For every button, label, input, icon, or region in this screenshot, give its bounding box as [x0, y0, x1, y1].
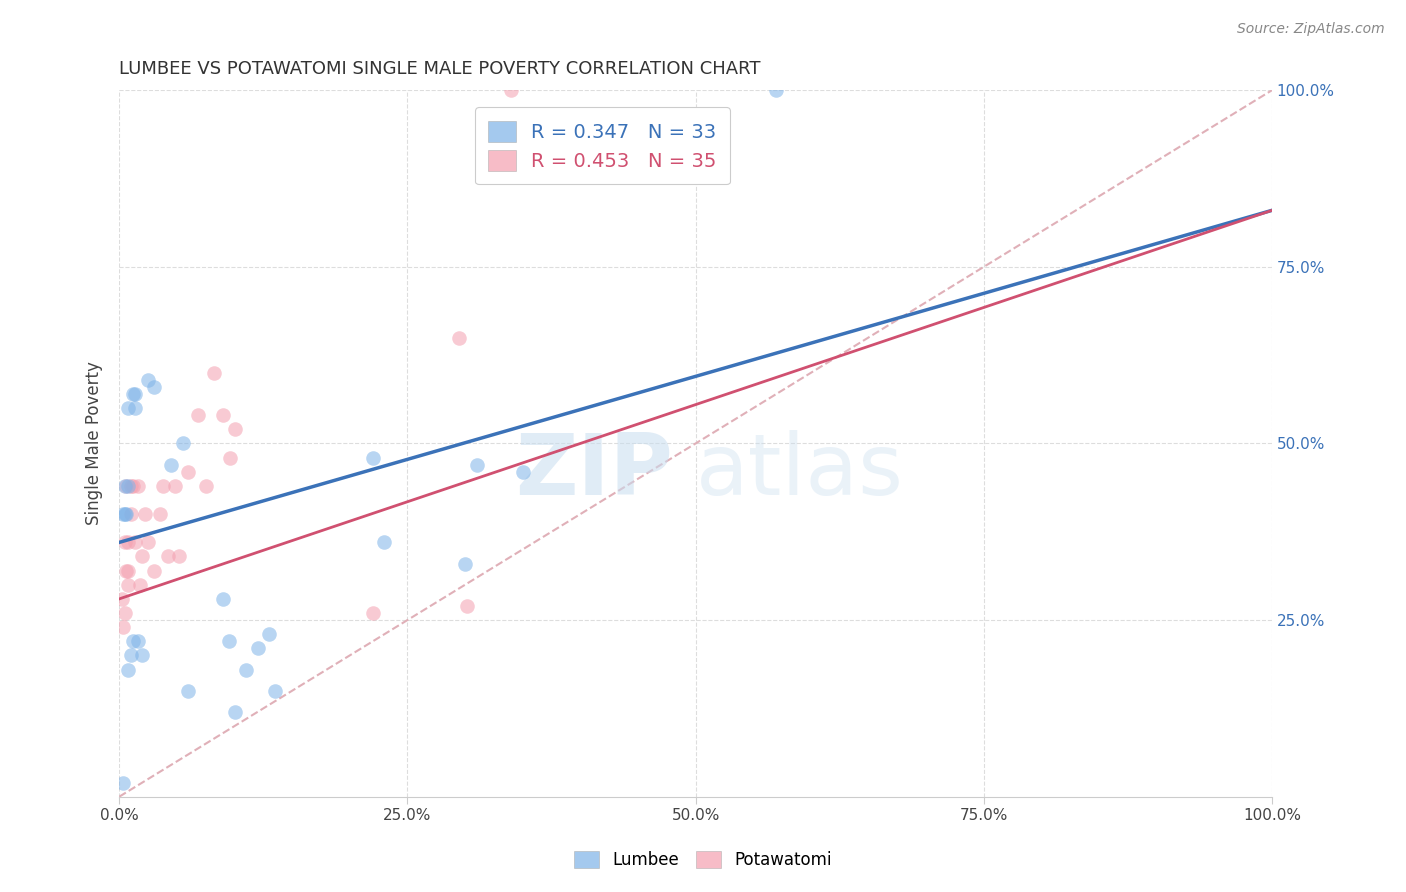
Point	[264, 683, 287, 698]
Point	[454, 557, 477, 571]
Point	[361, 606, 384, 620]
Point	[115, 564, 138, 578]
Point	[114, 535, 136, 549]
Point	[373, 535, 395, 549]
Point	[120, 479, 142, 493]
Point	[134, 507, 156, 521]
Point	[512, 465, 534, 479]
Point	[361, 450, 384, 465]
Point	[765, 83, 787, 97]
Point	[110, 591, 132, 606]
Legend: R = 0.347   N = 33, R = 0.453   N = 35: R = 0.347 N = 33, R = 0.453 N = 35	[475, 107, 730, 185]
Point	[120, 507, 142, 521]
Point	[114, 606, 136, 620]
Point	[129, 578, 152, 592]
Point	[124, 387, 146, 401]
Point	[111, 775, 134, 789]
Point	[177, 465, 200, 479]
Y-axis label: Single Male Poverty: Single Male Poverty	[86, 361, 103, 525]
Point	[187, 408, 209, 422]
Point	[172, 436, 194, 450]
Point	[160, 458, 183, 472]
Point	[212, 591, 235, 606]
Point	[114, 507, 136, 521]
Point	[163, 479, 186, 493]
Point	[117, 578, 139, 592]
Text: Source: ZipAtlas.com: Source: ZipAtlas.com	[1237, 22, 1385, 37]
Point	[212, 408, 235, 422]
Legend: Lumbee, Potawatomi: Lumbee, Potawatomi	[564, 841, 842, 880]
Point	[156, 549, 179, 564]
Point	[142, 380, 165, 394]
Point	[246, 641, 269, 656]
Point	[111, 620, 134, 634]
Point	[224, 422, 246, 436]
Point	[117, 479, 139, 493]
Point	[111, 507, 134, 521]
Point	[122, 387, 145, 401]
Point	[456, 599, 478, 613]
Text: ZIP: ZIP	[515, 430, 672, 513]
Point	[117, 663, 139, 677]
Point	[219, 450, 242, 465]
Point	[202, 366, 225, 380]
Point	[257, 627, 280, 641]
Text: LUMBEE VS POTAWATOMI SINGLE MALE POVERTY CORRELATION CHART: LUMBEE VS POTAWATOMI SINGLE MALE POVERTY…	[120, 60, 761, 78]
Point	[117, 401, 139, 416]
Point	[152, 479, 174, 493]
Point	[120, 648, 142, 663]
Point	[501, 83, 523, 97]
Point	[465, 458, 488, 472]
Point	[131, 648, 153, 663]
Point	[167, 549, 190, 564]
Point	[117, 564, 139, 578]
Point	[124, 401, 146, 416]
Point	[117, 535, 139, 549]
Point	[124, 535, 146, 549]
Point	[224, 705, 246, 719]
Point	[235, 663, 257, 677]
Point	[114, 479, 136, 493]
Point	[449, 330, 471, 344]
Point	[115, 507, 138, 521]
Point	[136, 535, 159, 549]
Text: atlas: atlas	[696, 430, 904, 513]
Point	[122, 479, 145, 493]
Point	[177, 683, 200, 698]
Point	[115, 479, 138, 493]
Point	[127, 479, 149, 493]
Point	[194, 479, 217, 493]
Point	[127, 634, 149, 648]
Point	[149, 507, 172, 521]
Point	[136, 373, 159, 387]
Point	[142, 564, 165, 578]
Point	[122, 634, 145, 648]
Point	[131, 549, 153, 564]
Point	[218, 634, 240, 648]
